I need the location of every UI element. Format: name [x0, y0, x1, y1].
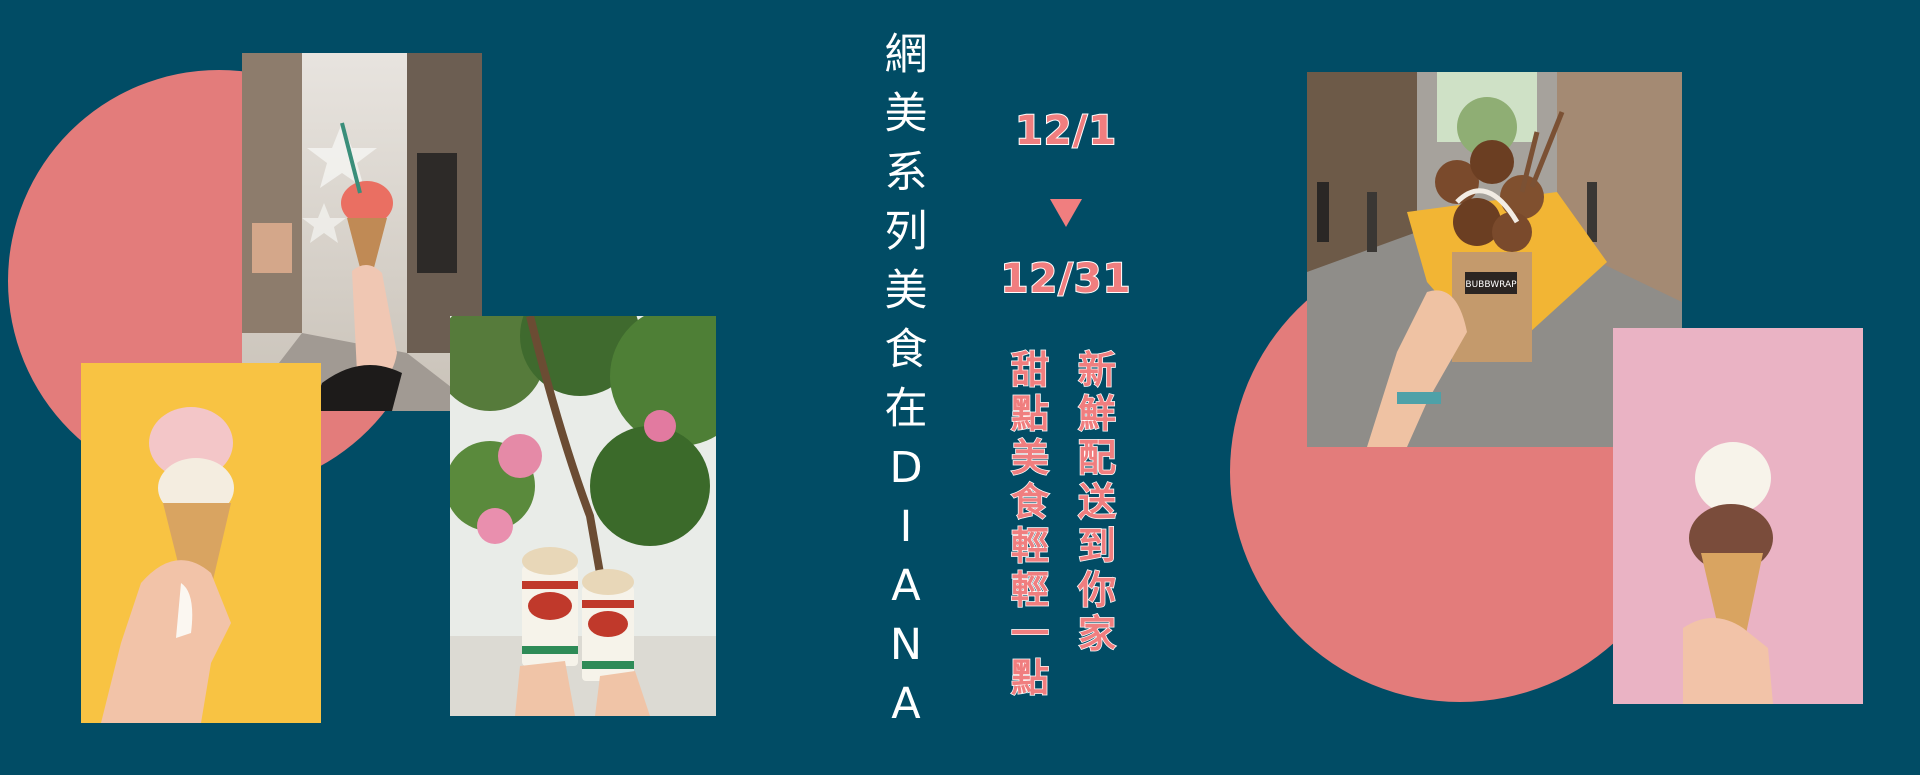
title-char: 食: [884, 325, 928, 375]
title-char: D: [889, 443, 923, 493]
tagline-char: 新: [1077, 347, 1117, 393]
tagline-char: 到: [1077, 523, 1117, 569]
tagline-char: 鮮: [1077, 391, 1117, 437]
tagline-char: 美: [1010, 435, 1050, 481]
bubbwrap-brand-text: BUBBWRAP: [1465, 280, 1517, 290]
title-char: I: [899, 502, 913, 552]
tagline-char: 送: [1077, 479, 1117, 525]
tagline-char: 輕: [1010, 567, 1050, 613]
title-char: A: [891, 679, 921, 729]
title-char: 網: [884, 30, 928, 80]
title-char: 美: [884, 89, 928, 139]
ice-cream-pink-photo: [1613, 328, 1863, 704]
tagline-char: 食: [1010, 479, 1050, 525]
title-char: 在: [884, 384, 928, 434]
tagline-char: 點: [1010, 655, 1050, 701]
tagline-char: 你: [1077, 567, 1117, 613]
ice-cream-street-photo: [242, 53, 482, 411]
down-arrow-icon: [1050, 199, 1082, 227]
end-date: 12/31: [1000, 255, 1132, 303]
tagline-char: 甜: [1010, 347, 1050, 393]
title-char: A: [891, 561, 921, 611]
tagline-char: 配: [1077, 435, 1117, 481]
tagline-char: 點: [1010, 391, 1050, 437]
tagline-char: 家: [1077, 611, 1117, 657]
vertical-title: 網 美 系 列 美 食 在 D I A N A: [884, 26, 928, 734]
title-char: 系: [884, 148, 928, 198]
title-char: 美: [884, 266, 928, 316]
tagline-char: 輕: [1010, 523, 1050, 569]
tagline-left-column: 甜 點 美 食 輕 輕 一 點: [1007, 347, 1053, 701]
tagline-char: 一: [1010, 611, 1050, 657]
tagline-right-column: 新 鮮 配 送 到 你 家: [1074, 347, 1120, 657]
title-char: N: [889, 620, 923, 670]
milkshake-cups-photo: [450, 316, 716, 716]
start-date: 12/1: [1014, 107, 1118, 155]
ice-cream-yellow-photo: [81, 363, 321, 723]
bubble-waffle-photo: BUBBWRAP: [1307, 72, 1682, 447]
title-char: 列: [884, 207, 928, 257]
